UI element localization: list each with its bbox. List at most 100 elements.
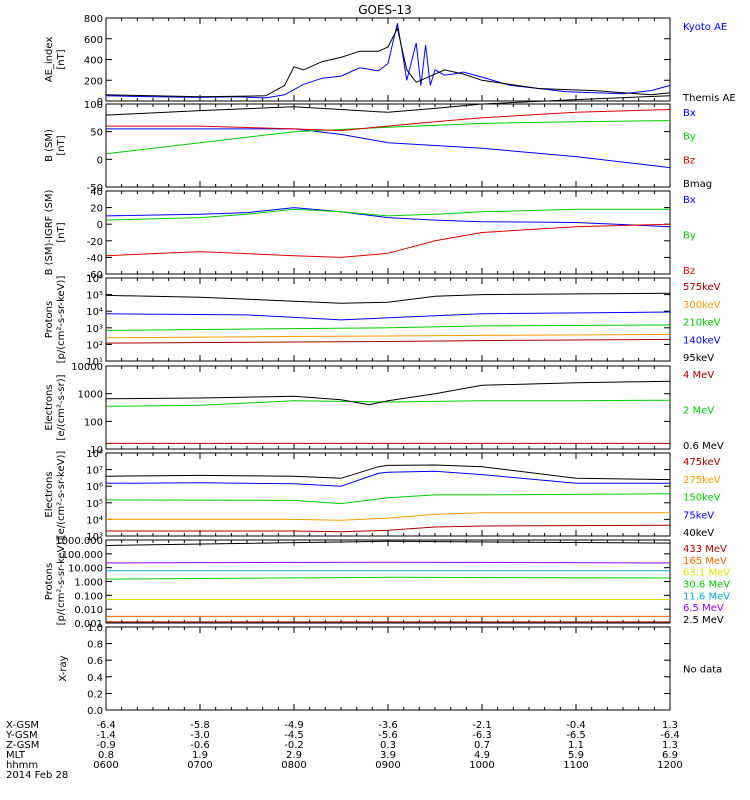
x-row-value: 5.9 — [568, 750, 584, 761]
y-tick-label: 10⁵ — [86, 291, 103, 302]
x-row-value: -6.4 — [96, 720, 116, 731]
panel-3: 10¹ 10² 10³ 10⁴ 10⁵ 10⁶ Protons [p/(cm²-s-sr-ke… — [44, 274, 721, 368]
y-tick-label: 10³ — [86, 324, 103, 335]
legend-entry: 275keV — [683, 475, 721, 486]
series-line-2-1 — [105, 208, 670, 221]
x-row-value: -0.9 — [96, 740, 116, 751]
x-row-value: -0.4 — [566, 720, 586, 731]
x-row-value: 1.3 — [662, 720, 678, 731]
x-row-value: -3.0 — [190, 730, 210, 741]
y-tick-label: 50 — [90, 128, 103, 139]
legend-entry: 475keV — [683, 457, 721, 468]
y-tick-label: 10⁶ — [86, 274, 103, 285]
series-line-5-0 — [106, 524, 671, 533]
legend-entry: Bmag — [683, 179, 712, 190]
legend-entry: 75keV — [683, 510, 714, 521]
y-axis-label: [nT] — [56, 135, 67, 155]
legend-entry: 210keV — [683, 318, 721, 329]
y-tick-label: 600 — [84, 35, 103, 46]
x-row-value: -0.2 — [284, 740, 304, 751]
x-row-value: 0900 — [375, 760, 400, 771]
y-tick-label: 0.6 — [87, 656, 103, 667]
x-axis-table: X-GSM -6.4 -5.8 -4.9 -3.6 -2.1 -0.4 1.3 Y-GSM -1.… — [5, 720, 683, 781]
y-tick-label: 1000 — [78, 390, 103, 401]
series-line-5-4 — [105, 464, 671, 481]
y-axis-label: X-ray — [58, 655, 69, 681]
y-tick-label: 400 — [84, 56, 103, 67]
y-axis-label: Protons — [44, 563, 55, 600]
legend-entry: 2 MeV — [683, 406, 714, 417]
legend-entry: 0.6 MeV — [683, 441, 724, 452]
panel-frame — [105, 17, 671, 102]
y-axis-label: Protons — [44, 301, 55, 338]
legend-entry: 6.5 MeV — [683, 603, 724, 614]
legend-entry: Bx — [683, 108, 696, 119]
series-line-4-1 — [105, 399, 671, 407]
y-tick-label: 0 — [97, 97, 103, 108]
y-tick-label: 1.0 — [87, 623, 103, 634]
x-row-value: -2.1 — [472, 720, 492, 731]
x-row-label: hhmm — [6, 760, 38, 771]
legend-entry: Bx — [683, 195, 696, 206]
legend-entry: 2.5 MeV — [683, 615, 724, 626]
series-line-0-1 — [105, 26, 671, 98]
x-row-value: 6.9 — [662, 750, 678, 761]
y-tick-label: 10³ — [86, 532, 103, 543]
legend-entry: Bz — [683, 155, 695, 166]
y-tick-label: 800 — [84, 14, 103, 25]
y-tick-label: 0.4 — [87, 673, 103, 684]
x-row-value: 1.9 — [192, 750, 208, 761]
y-tick-label: 10⁴ — [86, 307, 103, 318]
series-line-6-6 — [105, 540, 671, 546]
y-tick-label: 1.000 — [74, 578, 103, 589]
y-axis-label: [p/(cm²-s-sr-keV)] — [56, 276, 67, 364]
x-row-label: Z-GSM — [6, 740, 39, 751]
x-row-value: 1.3 — [662, 740, 678, 751]
series-line-3-3 — [105, 311, 671, 321]
date-label: 2014 Feb 28 — [6, 770, 68, 781]
y-tick-label: -50 — [87, 183, 103, 194]
y-axis-label: [e/(cm²-s-sr-keV)] — [56, 451, 67, 539]
legend-entry: 165 MeV — [683, 556, 727, 567]
y-tick-label: 10⁶ — [86, 482, 103, 493]
y-axis-label: [nT] — [56, 49, 67, 69]
panel-2: -60 -40 -20 0 20 40 B (SM)-IGRF (SM) [nT] Bx By Bz — [44, 187, 696, 281]
y-tick-label: 0.001 — [74, 619, 103, 630]
x-row-value: -6.4 — [660, 730, 680, 741]
legend-entry: 300keV — [683, 300, 721, 311]
legend-entry: 140keV — [683, 335, 721, 346]
panel-frame — [105, 539, 671, 624]
y-axis-label: [p/(cm²-s-sr-keV)] — [56, 538, 67, 626]
legend-entry: 63.1 MeV — [683, 568, 730, 579]
x-row-value: -1.4 — [96, 730, 116, 741]
series-line-3-0 — [105, 338, 671, 344]
legend-entry: 150keV — [683, 493, 721, 504]
y-axis-label: B (SM) — [44, 129, 55, 162]
y-tick-label: -60 — [87, 270, 103, 281]
y-axis-label: Electrons — [44, 384, 55, 430]
x-row-value: -5.6 — [378, 730, 398, 741]
y-axis-label: AE_index — [44, 37, 55, 83]
series-line-2-2 — [105, 223, 671, 258]
y-tick-label: 100 — [84, 100, 103, 111]
x-row-value: -4.9 — [284, 720, 304, 731]
x-row-value: 1100 — [563, 760, 588, 771]
x-row-value: 0600 — [93, 760, 118, 771]
y-tick-label: 20 — [90, 204, 103, 215]
legend-entry: 40keV — [683, 528, 714, 539]
y-tick-label: 0.0 — [87, 706, 103, 717]
y-tick-label: 1000.000 — [55, 536, 103, 547]
series-line-4-2 — [105, 380, 671, 406]
y-tick-label: 0.2 — [87, 689, 103, 700]
y-tick-label: 10¹ — [86, 357, 103, 368]
y-tick-label: 40 — [90, 187, 103, 198]
y-tick-label: 0 — [97, 155, 103, 166]
y-tick-label: -40 — [87, 253, 103, 264]
y-tick-label: 10⁴ — [86, 515, 103, 526]
x-row-value: 0.7 — [474, 740, 490, 751]
y-tick-label: 10000 — [71, 362, 103, 373]
x-row-value: 1.1 — [568, 740, 584, 751]
legend-entry: Bz — [683, 266, 695, 277]
series-line-5-3 — [105, 470, 670, 487]
